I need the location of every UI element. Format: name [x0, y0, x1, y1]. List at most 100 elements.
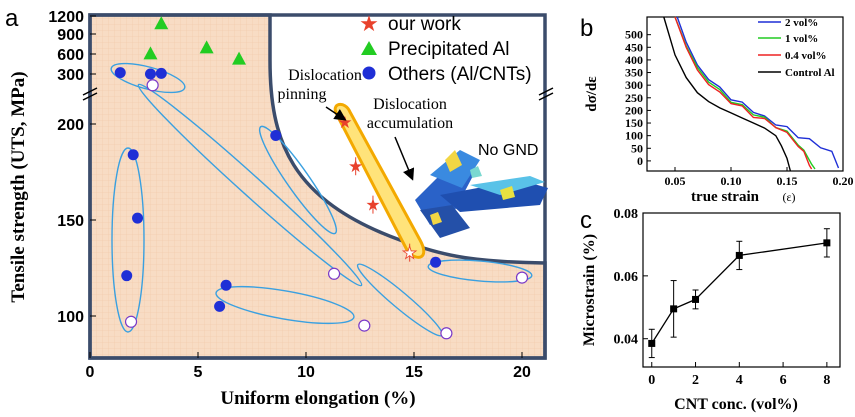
b-lines — [663, 16, 840, 172]
others-point-5 — [121, 270, 133, 282]
panel-c: 0.04 0.06 0.08 0 2 4 6 8 CNT conc. (vol%) Micr… — [580, 207, 841, 413]
b-ytick-7: 350 — [625, 66, 643, 80]
our-work-point-2: ★ — [365, 196, 380, 215]
c-xtick-1: 2 — [692, 373, 699, 388]
b-xtick-1: 0.10 — [721, 174, 742, 188]
ellipse-top-cluster — [110, 62, 186, 94]
a-xtick-10: 10 — [297, 364, 315, 381]
b-series-1 — [674, 16, 816, 170]
others-point-1 — [144, 68, 156, 80]
b-ytick-5: 250 — [625, 91, 643, 105]
legend-precipitated: Precipitated Al — [388, 39, 509, 60]
legend-star-symbol: ★ — [359, 11, 379, 36]
b-series-2 — [674, 16, 813, 170]
others-open-point-5 — [515, 271, 529, 284]
others-point-0 — [114, 67, 126, 79]
b-ytick-1: 50 — [631, 141, 643, 155]
b-xticks: 0.05 0.10 0.15 0.20 — [665, 167, 854, 188]
b-xtick-3: 0.20 — [833, 174, 854, 188]
b-ytick-8: 400 — [625, 53, 643, 67]
b-xtick-2: 0.15 — [777, 174, 798, 188]
a-ytick-1200: 1200 — [48, 9, 84, 26]
b-legend-2vol: 2 vol% — [785, 17, 818, 29]
c-yticks: 0.04 0.06 0.08 — [614, 207, 648, 348]
others-point-8 — [214, 300, 226, 312]
a-x-ticks — [89, 352, 523, 358]
a-ytick-900: 900 — [57, 27, 84, 44]
b-xtick-0: 0.05 — [665, 174, 686, 188]
c-xlabel: CNT conc. (vol%) — [674, 396, 798, 413]
simulation-snapshot-image — [415, 150, 548, 238]
others-point-9 — [430, 256, 442, 268]
legend-circle-symbol — [362, 66, 376, 80]
a-y-ticks — [90, 15, 96, 317]
others-open-point-0 — [146, 79, 159, 92]
panel-label-a: a — [5, 5, 19, 32]
b-ytick-3: 150 — [625, 116, 643, 130]
b-legend: 2 vol% 1 vol% 0.4 vol% Control Al — [758, 17, 835, 79]
c-point-3 — [735, 251, 743, 259]
c-ytick-1: 0.06 — [614, 270, 639, 285]
b-ytick-6: 300 — [625, 78, 643, 92]
our-work-point-1: ★ — [348, 157, 363, 176]
a-ytick-300: 300 — [57, 67, 84, 84]
others-open-point-4 — [440, 327, 453, 340]
c-ytick-2: 0.08 — [614, 207, 639, 222]
a-xtick-15: 15 — [405, 364, 423, 381]
b-legend-control: Control Al — [785, 67, 835, 79]
axis-break-right — [538, 87, 554, 101]
b-series-3 — [663, 16, 792, 172]
panel-c-frame — [642, 212, 841, 368]
a-legend: ★ our work Precipitated Al Others (Al/CN… — [359, 11, 531, 85]
panel-a-frame — [88, 13, 547, 360]
panel-label-b: b — [580, 15, 593, 42]
c-ytick-0: 0.04 — [614, 333, 639, 348]
legend-others: Others (Al/CNTs) — [388, 64, 532, 85]
annotation-pinning-1: Dislocation — [288, 67, 362, 84]
our-work-point-3: ★ — [402, 244, 417, 263]
ellipse-far-right — [427, 259, 533, 283]
a-xtick-0: 0 — [86, 364, 95, 381]
axis-break-left — [82, 87, 98, 101]
b-xunit: (ε) — [782, 190, 795, 204]
panel-b-frame — [646, 16, 844, 172]
b-xlabel: true strain — [691, 189, 760, 205]
c-point-4 — [823, 239, 831, 247]
ellipse-long-diagonal — [137, 83, 363, 287]
panel-label-c: c — [580, 207, 592, 234]
b-ytick-0: 0 — [637, 154, 643, 168]
annotation-accum-2: accumulation — [367, 115, 453, 132]
others-open-point-2 — [124, 315, 138, 328]
annotation-pinning-2: pinning — [278, 86, 327, 103]
a-markers: ★★★★ — [114, 16, 529, 340]
a-ytick-200: 200 — [57, 117, 84, 134]
a-xtick-5: 5 — [194, 364, 203, 381]
others-point-3 — [127, 149, 139, 161]
c-xtick-4: 8 — [823, 373, 830, 388]
b-ytick-2: 100 — [625, 129, 643, 143]
others-point-2 — [155, 67, 167, 79]
b-legend-04vol: 0.4 vol% — [785, 50, 827, 62]
others-open-point-1 — [327, 267, 341, 280]
c-point-1 — [670, 305, 678, 313]
arrow-pinning — [325, 106, 347, 121]
b-ytick-10: 500 — [625, 28, 643, 42]
others-point-4 — [132, 212, 144, 224]
others-open-point-3 — [358, 319, 371, 332]
annotation-no-gnd: No GND — [478, 142, 538, 159]
arrow-accum — [394, 136, 415, 181]
shaded-region — [88, 13, 547, 360]
precipitated-point-1 — [143, 46, 158, 60]
b-legend-1vol: 1 vol% — [785, 33, 818, 45]
others-point-6 — [270, 130, 282, 142]
c-ylabel: Microstrain (%) — [581, 234, 598, 346]
ellipse-right-top — [258, 125, 338, 235]
others-point-7 — [220, 279, 232, 291]
b-ylabel: dσ/dε — [584, 76, 600, 112]
precipitated-point-3 — [232, 51, 247, 65]
c-xtick-2: 4 — [736, 373, 743, 388]
precipitated-point-0 — [154, 16, 169, 30]
